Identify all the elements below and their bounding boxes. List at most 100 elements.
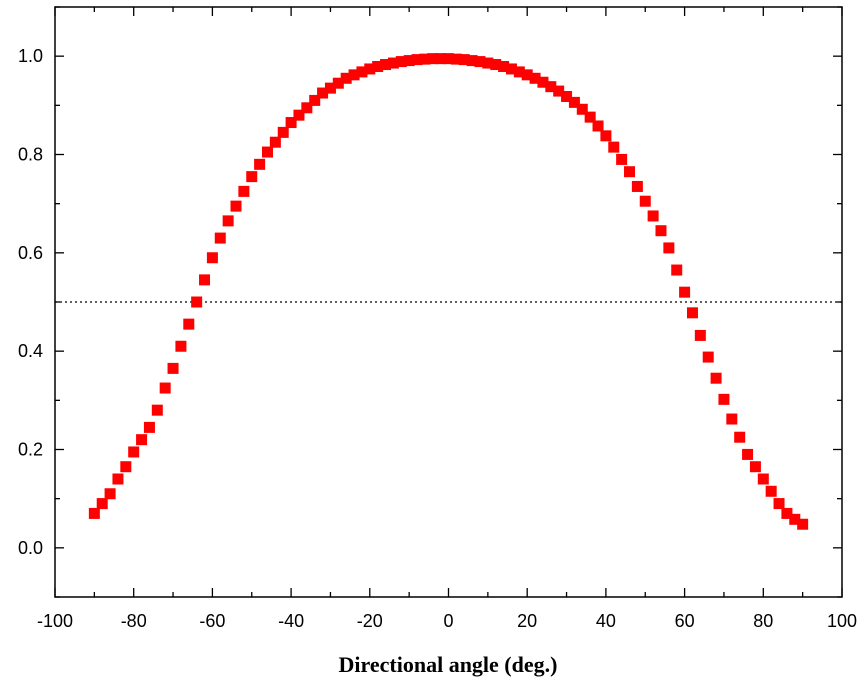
data-point [151,404,163,416]
data-point [584,111,596,123]
x-tick-label: 60 [675,611,695,631]
data-point [167,362,179,374]
data-point [199,274,211,286]
data-point [261,146,273,158]
data-point [277,126,289,138]
data-point [749,461,761,473]
data-point [718,393,730,405]
x-tick-label: 0 [443,611,453,631]
y-tick-label: 0.2 [18,440,43,460]
data-point [427,53,439,65]
data-point [466,55,478,67]
data-point [568,96,580,108]
data-point [143,421,155,433]
data-point [490,59,502,71]
data-point [671,264,683,276]
y-tick-label: 0.0 [18,538,43,558]
y-tick-label: 0.8 [18,145,43,165]
data-point [88,507,100,519]
data-point [655,225,667,237]
x-tick-label: -80 [121,611,147,631]
data-point [309,94,321,106]
data-point [128,446,140,458]
data-point [387,57,399,69]
data-point [269,136,281,148]
data-point [175,340,187,352]
data-point [742,448,754,460]
axis-tick-labels: -100 -80 -60 -40 -20 0 20 40 60 80 100 0.0 0.2 0.4 0.6… [18,46,857,631]
data-point [694,329,706,341]
data-point [757,473,769,485]
data-point [498,60,510,72]
x-tick-label: 40 [596,611,616,631]
data-point [505,63,517,75]
plot-frame [54,6,843,598]
data-point [513,66,525,78]
data-point [631,180,643,192]
data-point [159,382,171,394]
data-point [443,53,454,65]
data-markers [88,53,809,530]
data-point [576,103,588,115]
data-point [411,54,423,66]
data-point [537,76,549,88]
data-point [120,461,132,473]
y-tick-label: 0.6 [18,243,43,263]
data-point [191,296,203,308]
data-point [600,130,612,142]
data-point [222,215,234,227]
data-point [356,66,368,78]
data-point [183,318,195,330]
x-tick-label: 20 [517,611,537,631]
data-point [206,252,218,264]
data-point [616,153,628,165]
data-point [663,242,675,254]
data-point [136,434,148,446]
data-point [372,60,384,72]
data-point [789,513,801,525]
data-point [710,372,722,384]
data-point [545,81,557,93]
x-tick-label: -60 [199,611,225,631]
data-point [521,69,533,81]
data-point [340,72,352,84]
data-point [254,158,266,170]
data-point [293,109,305,121]
x-tick-label: -100 [37,611,73,631]
data-point [214,232,226,244]
data-point [380,59,392,71]
data-point [348,69,360,81]
data-point [561,90,573,102]
x-axis-title: Directional angle (deg.) [339,652,558,677]
data-point [450,53,462,65]
y-tick-label: 1.0 [18,46,43,66]
data-point [797,518,809,530]
data-point [529,72,541,84]
data-point [230,200,242,212]
data-point [96,498,108,510]
data-point [246,171,258,183]
data-point [592,120,604,132]
data-point [419,53,431,65]
data-point [765,485,777,497]
data-point [364,63,376,75]
data-point [317,87,329,99]
data-point [285,117,297,129]
data-point [301,102,313,114]
data-point [624,166,636,178]
data-point [734,431,746,443]
data-point [104,488,116,500]
x-tick-label: 100 [827,611,857,631]
x-tick-label: -20 [357,611,383,631]
data-point [458,54,470,66]
data-point [679,286,691,298]
data-point [395,56,407,68]
data-point [238,185,250,197]
x-tick-label: -40 [278,611,304,631]
data-point [553,85,565,97]
data-point [112,473,124,485]
data-point [773,498,785,510]
data-point [726,413,738,425]
